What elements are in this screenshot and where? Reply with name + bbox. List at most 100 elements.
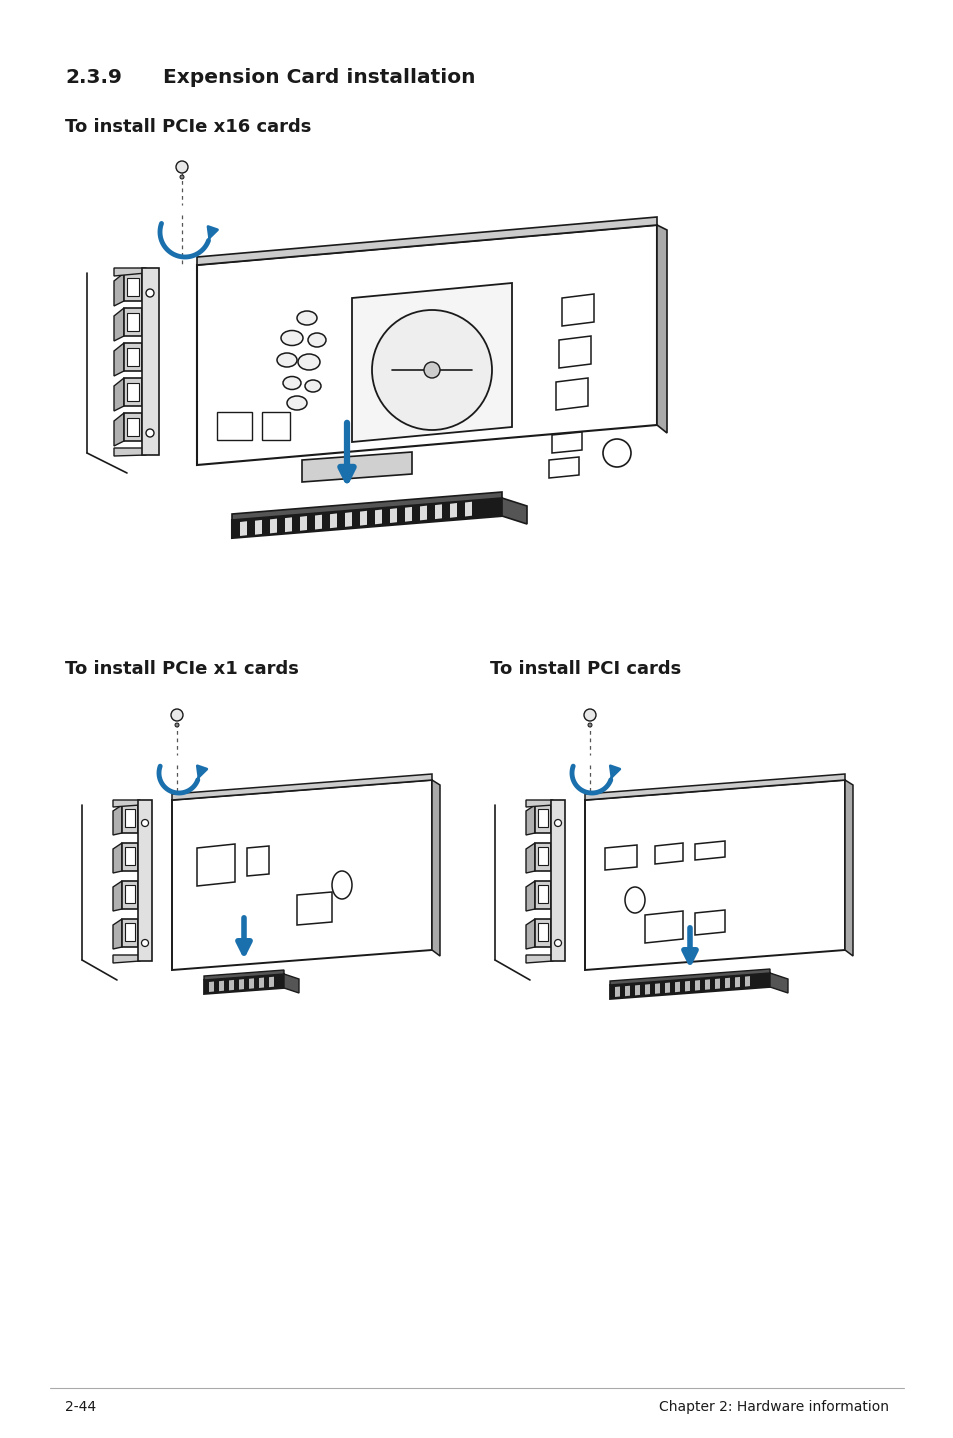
Circle shape: [423, 362, 439, 378]
Circle shape: [175, 161, 188, 173]
Polygon shape: [584, 779, 844, 971]
Polygon shape: [435, 505, 441, 519]
Polygon shape: [657, 224, 666, 433]
Polygon shape: [695, 910, 724, 935]
Polygon shape: [769, 974, 787, 994]
Polygon shape: [124, 344, 142, 371]
Polygon shape: [525, 881, 535, 912]
Polygon shape: [844, 779, 852, 956]
Polygon shape: [296, 892, 332, 925]
Polygon shape: [125, 923, 135, 940]
Ellipse shape: [624, 887, 644, 913]
Circle shape: [146, 429, 153, 437]
Polygon shape: [535, 843, 551, 871]
Text: 2.3.9: 2.3.9: [65, 68, 122, 88]
Polygon shape: [249, 978, 253, 989]
Polygon shape: [124, 413, 142, 441]
Polygon shape: [419, 506, 427, 521]
Text: To install PCIe x16 cards: To install PCIe x16 cards: [65, 118, 311, 137]
Ellipse shape: [332, 871, 352, 899]
Ellipse shape: [276, 352, 296, 367]
Ellipse shape: [305, 380, 320, 393]
Polygon shape: [684, 981, 689, 991]
Polygon shape: [695, 981, 700, 991]
Polygon shape: [196, 844, 234, 886]
Polygon shape: [556, 378, 587, 410]
Polygon shape: [345, 512, 352, 526]
Polygon shape: [196, 217, 657, 265]
Polygon shape: [535, 881, 551, 909]
Polygon shape: [330, 513, 336, 528]
Polygon shape: [112, 843, 122, 873]
Polygon shape: [270, 519, 276, 533]
Polygon shape: [127, 278, 139, 296]
Polygon shape: [127, 383, 139, 401]
Polygon shape: [204, 974, 284, 994]
Ellipse shape: [283, 377, 301, 390]
Polygon shape: [624, 985, 629, 997]
Polygon shape: [609, 974, 769, 999]
Polygon shape: [525, 800, 553, 807]
Polygon shape: [113, 273, 124, 306]
Polygon shape: [644, 912, 682, 943]
Polygon shape: [604, 846, 637, 870]
Polygon shape: [142, 267, 159, 454]
Polygon shape: [655, 843, 682, 864]
Bar: [262, 413, 290, 440]
Polygon shape: [359, 510, 367, 526]
Polygon shape: [551, 800, 564, 961]
Polygon shape: [695, 841, 724, 860]
Circle shape: [583, 709, 596, 720]
Polygon shape: [125, 884, 135, 903]
Polygon shape: [548, 457, 578, 477]
Polygon shape: [537, 847, 547, 866]
Polygon shape: [644, 984, 649, 995]
Polygon shape: [704, 979, 709, 989]
Text: 2-44: 2-44: [65, 1401, 96, 1414]
Polygon shape: [138, 800, 152, 961]
Polygon shape: [239, 979, 244, 989]
Polygon shape: [525, 843, 535, 873]
Polygon shape: [204, 971, 284, 981]
Polygon shape: [232, 492, 501, 521]
Circle shape: [146, 289, 153, 298]
Polygon shape: [405, 508, 412, 522]
Polygon shape: [675, 982, 679, 992]
Polygon shape: [525, 955, 553, 963]
Circle shape: [180, 175, 184, 178]
Polygon shape: [113, 413, 124, 446]
Polygon shape: [375, 509, 381, 525]
Ellipse shape: [296, 311, 316, 325]
Polygon shape: [450, 503, 456, 518]
Polygon shape: [464, 502, 472, 516]
Polygon shape: [240, 521, 247, 536]
Polygon shape: [113, 378, 124, 411]
Polygon shape: [112, 955, 140, 963]
Polygon shape: [302, 452, 412, 482]
Polygon shape: [299, 516, 307, 531]
Polygon shape: [196, 224, 657, 464]
Circle shape: [141, 939, 149, 946]
Polygon shape: [525, 919, 535, 949]
Circle shape: [372, 311, 492, 430]
Ellipse shape: [297, 354, 319, 370]
Polygon shape: [552, 431, 581, 453]
Polygon shape: [584, 774, 844, 800]
Polygon shape: [127, 418, 139, 436]
Polygon shape: [525, 805, 535, 835]
Polygon shape: [113, 267, 146, 276]
Polygon shape: [724, 978, 729, 988]
Polygon shape: [655, 984, 659, 994]
Polygon shape: [635, 985, 639, 995]
Polygon shape: [172, 779, 432, 971]
Polygon shape: [284, 974, 298, 994]
Polygon shape: [229, 979, 233, 991]
Polygon shape: [664, 982, 669, 994]
Polygon shape: [615, 986, 619, 997]
Polygon shape: [172, 774, 432, 800]
Polygon shape: [232, 498, 501, 538]
Polygon shape: [122, 919, 138, 948]
Polygon shape: [269, 976, 274, 988]
Text: Chapter 2: Hardware information: Chapter 2: Hardware information: [659, 1401, 888, 1414]
Polygon shape: [127, 313, 139, 331]
